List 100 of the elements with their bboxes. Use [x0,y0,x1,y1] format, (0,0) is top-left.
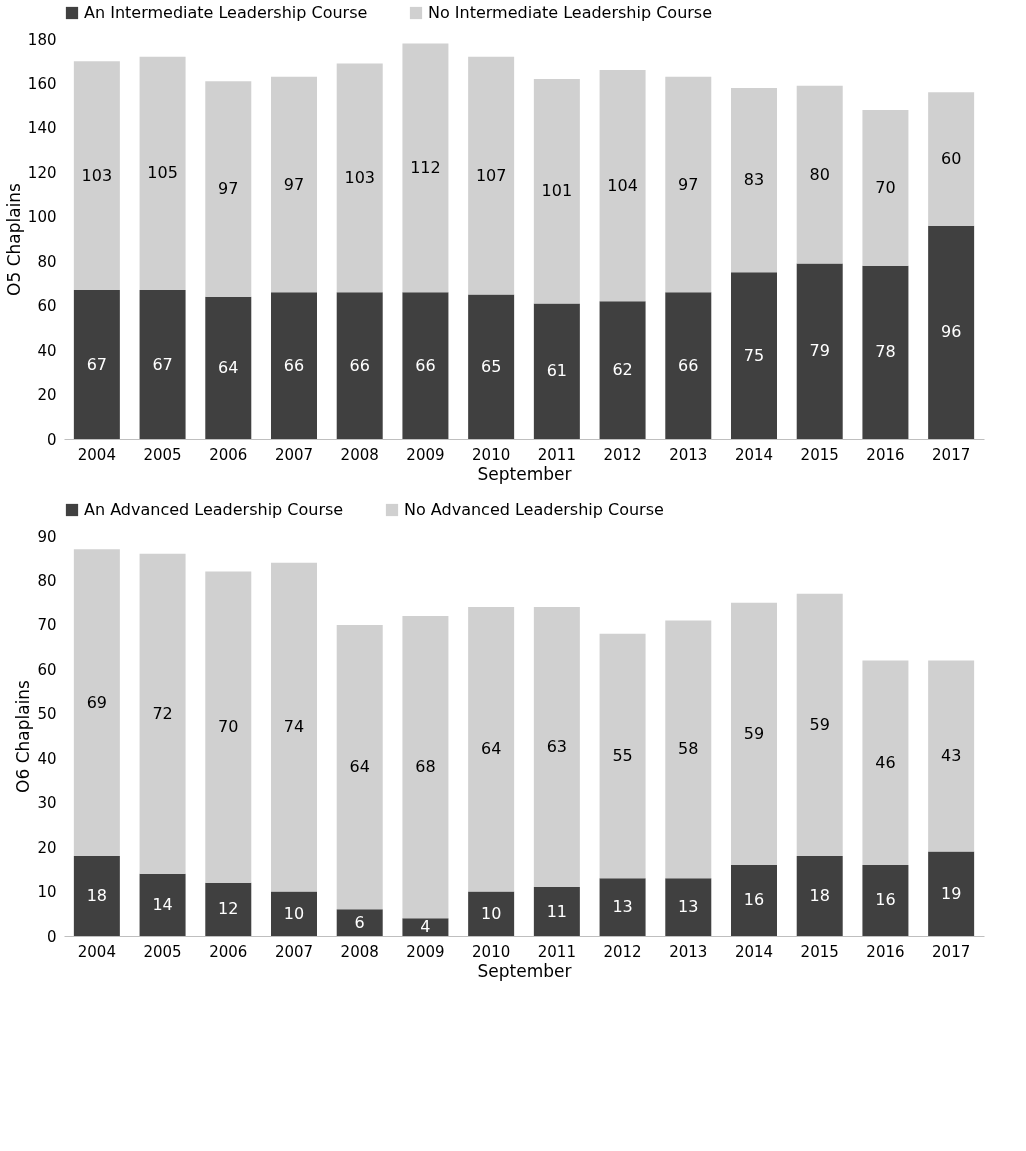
data-label: 75 [743,345,765,365]
data-label: 6 [354,912,365,932]
bar [796,593,843,856]
data-label: 74 [283,717,305,737]
x-tick-label: 2007 [274,445,314,464]
bar [73,856,120,936]
data-label: 19 [940,883,962,903]
y-tick-label: 20 [37,838,57,857]
data-label: 63 [546,737,568,757]
x-tick-label: 2006 [209,942,248,961]
bar [928,225,975,439]
data-label: 55 [612,746,633,765]
bar [336,63,383,293]
y-tick-label: 60 [37,297,57,316]
data-label: 13 [678,897,699,917]
bar [336,624,383,910]
y-tick-label: 90 [37,527,57,546]
bar [731,272,777,439]
bar [271,891,317,936]
data-label: 66 [678,355,699,375]
y-tick-label: 80 [37,252,57,271]
data-label: 43 [940,746,962,765]
bar [665,620,712,879]
bar [402,292,449,439]
data-label: 79 [809,341,830,361]
bar [731,602,777,865]
bar [336,292,383,439]
bar [665,878,712,936]
data-label: 112 [410,157,441,177]
data-label: 69 [86,692,108,712]
data-label: 103 [344,167,375,187]
data-label: 72 [152,703,173,723]
bar [205,571,252,883]
x-tick-label: 2015 [800,445,839,464]
data-label: 11 [546,901,568,921]
bar [468,891,515,936]
bar [139,873,186,936]
bar [796,856,843,936]
y-tick-label: 0 [46,430,57,449]
data-label: 105 [147,163,178,183]
bar [928,92,975,226]
bar [271,76,317,293]
x-tick-label: 2017 [932,942,971,961]
data-label: 97 [218,179,239,198]
bar [402,616,449,919]
data-label: 101 [541,181,573,201]
data-label: 12 [218,899,239,919]
bar [402,43,449,293]
bar [862,660,909,865]
y-tick-label: 10 [37,883,57,902]
data-label: 66 [415,355,436,375]
data-label: 80 [809,164,830,184]
data-label: 78 [875,342,896,362]
y-tick-label: 40 [37,341,57,360]
data-label: 104 [607,175,638,195]
bar [73,549,120,856]
data-label: 83 [743,170,765,190]
data-label: 18 [86,886,108,905]
data-label: 16 [875,890,896,910]
x-tick-label: 2004 [77,445,116,464]
legend-label: An Advanced Leadership Course [84,500,344,519]
x-tick-label: 2014 [734,942,774,961]
data-label: 18 [809,886,830,905]
x-tick-label: 2016 [866,445,905,464]
y-tick-label: 40 [37,749,57,768]
y-tick-label: 160 [27,74,57,93]
bar [402,918,449,936]
y-axis-title: O5 Chaplains [3,182,24,296]
data-label: 103 [81,165,113,185]
bar [533,79,580,304]
y-tick-label: 80 [37,571,57,590]
bar [599,301,646,439]
data-label: 97 [678,174,699,194]
y-tick-label: 60 [37,660,57,679]
bar [731,87,777,273]
bar [468,607,515,892]
x-tick-label: 2011 [537,445,576,464]
y-tick-label: 20 [37,386,57,405]
data-label: 66 [349,355,370,375]
data-label: 61 [546,361,568,381]
x-tick-label: 2014 [734,445,774,464]
x-tick-label: 2008 [340,942,379,961]
bar [533,887,580,936]
y-tick-label: 50 [37,705,57,724]
data-label: 107 [475,165,507,185]
bar [862,864,909,936]
x-axis-title: September [477,960,572,981]
x-tick-label: 2006 [209,445,248,464]
y-tick-label: 120 [27,163,57,182]
x-tick-label: 2009 [406,942,445,961]
data-label: 46 [875,752,896,772]
y-tick-label: 0 [46,927,57,946]
x-tick-label: 2015 [800,942,839,961]
data-label: 60 [940,149,962,168]
x-axis-title: September [477,463,572,484]
bar [928,851,975,936]
bar [205,296,252,439]
data-label: 62 [612,360,633,380]
data-label: 14 [152,894,173,914]
bar [796,263,843,439]
